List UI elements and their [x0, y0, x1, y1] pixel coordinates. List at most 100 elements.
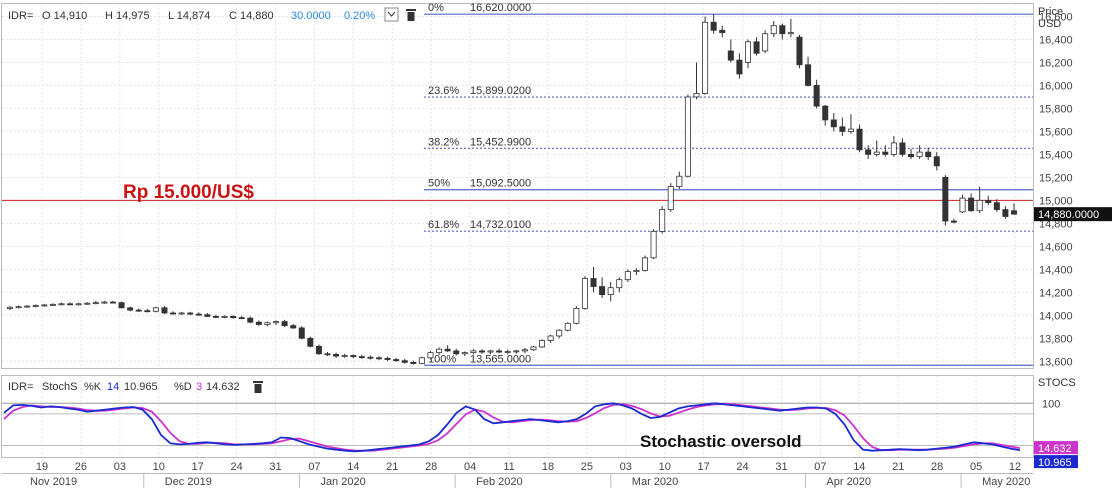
rp-annotation: Rp 15.000/US$: [123, 182, 254, 203]
candle-body: [813, 85, 820, 107]
y-tick-label: 15,400: [1039, 149, 1073, 161]
trash-icon-lid[interactable]: [406, 9, 416, 11]
candle-body: [290, 325, 297, 329]
candle-body: [187, 312, 194, 315]
x-month-label: May 2020: [982, 476, 1030, 488]
fibonacci-levels: 0% 16,620.0000 23.6% 15,899.0200 38.2% 15,452…: [424, 2, 1033, 366]
x-tick-label: 05: [970, 461, 982, 473]
candle-body: [942, 176, 949, 222]
candle-body: [247, 317, 254, 323]
x-month-label: Nov 2019: [30, 476, 77, 488]
candle-body: [221, 316, 228, 318]
candle-body: [744, 41, 751, 63]
candle-body: [161, 307, 168, 314]
trash-icon[interactable]: [406, 9, 416, 21]
y-tick-label: 13,800: [1039, 333, 1073, 345]
header-close: C 14,880: [229, 10, 274, 22]
trash-icon-body[interactable]: [407, 12, 415, 21]
candle-body: [238, 317, 245, 319]
stoch-trash-icon[interactable]: [253, 381, 263, 393]
k-value-tag-text: 10.965: [1038, 457, 1072, 469]
stoch-trash-lid[interactable]: [253, 381, 263, 383]
x-tick-label: 24: [736, 461, 748, 473]
candle-body: [753, 41, 760, 54]
candle-body: [959, 197, 966, 213]
candle-body: [856, 128, 863, 151]
last-price-tag: 14,880.0000: [1034, 207, 1112, 222]
x-tick-label: 14: [853, 461, 865, 473]
candle-body: [650, 230, 657, 259]
candle-body: [1002, 209, 1009, 217]
y-tick-label: 16,600: [1039, 11, 1073, 23]
stoch-d-period: 3: [196, 381, 202, 393]
candle-body: [968, 197, 975, 212]
y-tick-label: 13,600: [1039, 356, 1073, 368]
stoch-k-label: %K: [84, 381, 102, 393]
header-change: 30.0000: [291, 10, 331, 22]
x-tick-label: 10: [153, 461, 165, 473]
x-tick-label: 18: [542, 461, 554, 473]
vertical-grid: [41, 4, 1016, 457]
candle-body: [212, 316, 219, 318]
candle-body: [564, 322, 571, 331]
stoch-y-axis: 100: [1042, 398, 1060, 410]
stoch-d-label: %D: [174, 381, 192, 393]
x-tick-label: 03: [620, 461, 632, 473]
k-value-tag: 10.965: [1034, 455, 1078, 469]
stoch-d-line: [3, 402, 1021, 452]
candle-body: [581, 278, 588, 309]
candle-body: [916, 151, 923, 158]
stoch-k-period: 14: [107, 381, 119, 393]
candle-body: [367, 356, 374, 359]
y-tick-label: 16,000: [1039, 80, 1073, 92]
candle-body: [101, 301, 108, 304]
candle-body: [273, 321, 280, 324]
header-dropdown-button[interactable]: [384, 7, 399, 22]
candle-body: [144, 310, 151, 313]
header-dropdown-box[interactable]: [384, 7, 399, 22]
fib-pct-label: 0%: [428, 2, 444, 14]
y-tick-label: 15,800: [1039, 103, 1073, 115]
x-tick-label: 17: [192, 461, 204, 473]
candle-body: [58, 303, 65, 306]
price-y-axis: 13,600 13,800 14,000 14,200 14,400 14,600 14,8…: [1039, 11, 1073, 368]
horizontal-grid: [2, 15, 1033, 446]
d-value-tag-bg: [1034, 441, 1078, 455]
candles: [7, 14, 1018, 365]
candle-body: [719, 29, 726, 33]
x-tick-label: 31: [775, 461, 787, 473]
candle-body: [762, 33, 769, 52]
candle-body: [839, 126, 846, 132]
y-tick-label: 14,400: [1039, 264, 1073, 276]
candle-body: [41, 304, 48, 307]
x-tick-label: 07: [814, 461, 826, 473]
candle-body: [15, 306, 22, 309]
fib-value-label: 15,452.9900: [470, 136, 531, 148]
fib-pct-label: 100%: [428, 353, 456, 365]
price-axis-unit: USD: [1038, 18, 1061, 30]
candle-body: [341, 355, 348, 357]
y-tick-label: 16,200: [1039, 57, 1073, 69]
candle-body: [384, 357, 391, 360]
stoch-ric: IDR=: [8, 381, 33, 393]
candle-body: [504, 351, 511, 353]
candle-body: [899, 142, 906, 155]
candle-body: [779, 25, 786, 35]
x-tick-label: 04: [464, 461, 476, 473]
candle-body: [890, 142, 897, 155]
candle-body: [170, 312, 177, 315]
candle-body: [75, 303, 82, 306]
header-open: O 14,910: [42, 10, 87, 22]
stoch-trash-body[interactable]: [254, 384, 262, 393]
x-tick-label: 26: [75, 461, 87, 473]
candle-body: [933, 156, 940, 167]
x-tick-label: 12: [1009, 461, 1021, 473]
candle-body: [152, 307, 159, 312]
candle-body: [32, 305, 39, 307]
x-month-label: Mar 2020: [632, 476, 678, 488]
header-high: H 14,975: [105, 10, 150, 22]
y-tick-label: 15,200: [1039, 172, 1073, 184]
candle-body: [796, 36, 803, 66]
candle-body: [281, 321, 288, 327]
candle-body: [702, 21, 709, 94]
